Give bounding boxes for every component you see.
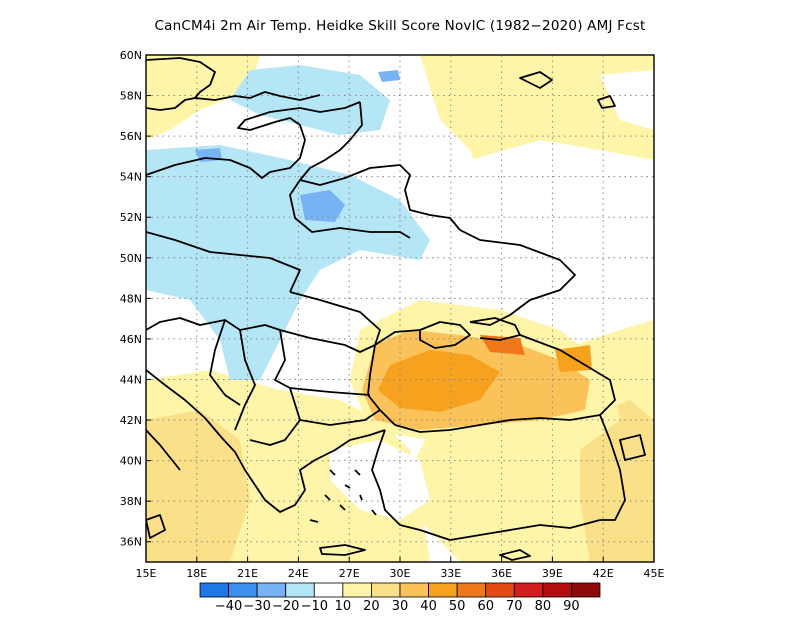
colorbar-swatch [399, 582, 429, 598]
orange-region-core [378, 350, 500, 412]
blue-patch-59n [378, 70, 400, 82]
colorbar-swatch [256, 582, 287, 598]
colorbar-label: −30 [243, 599, 270, 614]
colorbar-swatch [571, 582, 601, 598]
colorbar-label: −20 [272, 599, 299, 614]
lon-label: 33E [440, 567, 461, 580]
colorbar-label: 30 [392, 599, 409, 614]
colorbar-label: 60 [477, 599, 494, 614]
colorbar-swatch [485, 582, 515, 598]
colorbar-label: 70 [506, 599, 523, 614]
svalbard-islands [519, 71, 616, 109]
baltic-coast [146, 101, 361, 179]
colorbar-label: −40 [215, 599, 242, 614]
colorbar-label: 90 [563, 599, 580, 614]
lon-label: 36E [491, 567, 512, 580]
italy-coast [146, 429, 181, 471]
blacksea-north-coast [374, 329, 421, 346]
turkey-south-coast [419, 519, 601, 541]
turkey-east-border [599, 414, 626, 521]
lon-label: 18E [186, 567, 207, 580]
white-patch-aegean [330, 440, 430, 520]
sardinia [146, 514, 166, 539]
lon-label: 30E [390, 567, 411, 580]
colorbar-swatch [371, 582, 401, 598]
lat-label: 52N [120, 211, 142, 224]
graticule [146, 55, 654, 562]
ukraine-south-border [146, 291, 381, 353]
lat-label: 42N [120, 414, 142, 427]
lon-label: 27E [339, 567, 360, 580]
crete [319, 544, 366, 556]
white-patch-east [470, 140, 654, 305]
lon-label: 45E [644, 567, 665, 580]
colorbar-swatch [228, 582, 258, 598]
greece-coast [254, 429, 386, 513]
yellow-region-west [146, 55, 260, 140]
colorbar-swatch [342, 582, 372, 598]
lat-label: 46N [120, 333, 142, 346]
colorbar-swatch [313, 582, 344, 598]
lon-label: 39E [542, 567, 563, 580]
lat-label: 40N [120, 455, 142, 468]
colorbar-label: −10 [301, 599, 328, 614]
latitude-axis: 60N 58N 56N 54N 52N 50N 48N 46N 44N 42N 40N 38N 36N [120, 49, 151, 549]
blue-region-north [230, 65, 390, 135]
lat-label: 44N [120, 373, 142, 386]
colorbar-label: 40 [420, 599, 437, 614]
balkan-borders [209, 319, 381, 446]
lon-label: 42E [593, 567, 614, 580]
turkey-west-coast [371, 429, 421, 531]
aegean-islands [309, 469, 377, 523]
finland-coast [146, 91, 321, 111]
lon-label: 21E [237, 567, 258, 580]
colorbar-swatch [456, 582, 487, 598]
belarus-ukraine-border [289, 179, 411, 239]
colorbar-swatch [428, 582, 458, 598]
lat-label: 54N [120, 171, 142, 184]
blacksea-south-coast [394, 414, 601, 433]
russia-west-border [299, 101, 461, 231]
colorbar-swatch [285, 582, 315, 598]
colorbar-label: 80 [535, 599, 552, 614]
yellow-region-se [580, 400, 654, 562]
colorbar: −40 −30 −20 −10 10 20 30 40 50 60 70 80 90 [199, 582, 601, 614]
caucasus-lakes [619, 434, 646, 461]
adriatic-coast [146, 369, 256, 486]
lat-label: 50N [120, 252, 142, 265]
cyprus [499, 549, 531, 561]
longitude-axis: 15E 18E 21E 24E 27E 30E 33E 36E 39E 42E 45E [136, 557, 665, 580]
yellow-region-sw [146, 410, 250, 562]
colorbar-swatch [199, 582, 229, 598]
crimea-coast [419, 321, 471, 349]
lat-label: 60N [120, 49, 142, 62]
white-patch-ne [600, 70, 654, 130]
lat-label: 48N [120, 292, 142, 305]
colorbar-label: 20 [363, 599, 380, 614]
colorbar-label: 50 [449, 599, 466, 614]
azov-coast [469, 317, 521, 341]
blue-patch-52n [300, 190, 345, 222]
colorbar-label: 10 [335, 599, 352, 614]
poland-border [146, 231, 301, 293]
colorbar-swatch [513, 582, 544, 598]
sweden-coast [146, 57, 216, 99]
coastlines-borders [146, 57, 646, 561]
lat-label: 38N [120, 495, 142, 508]
lat-label: 58N [120, 90, 142, 103]
colorbar-swatch [542, 582, 572, 598]
blacksea-east-coast [519, 334, 616, 416]
lat-label: 56N [120, 130, 142, 143]
lon-label: 15E [136, 567, 157, 580]
chart-title: CanCM4i 2m Air Temp. Heidke Skill Score … [154, 18, 646, 34]
lon-label: 24E [288, 567, 309, 580]
lat-label: 36N [120, 536, 142, 549]
